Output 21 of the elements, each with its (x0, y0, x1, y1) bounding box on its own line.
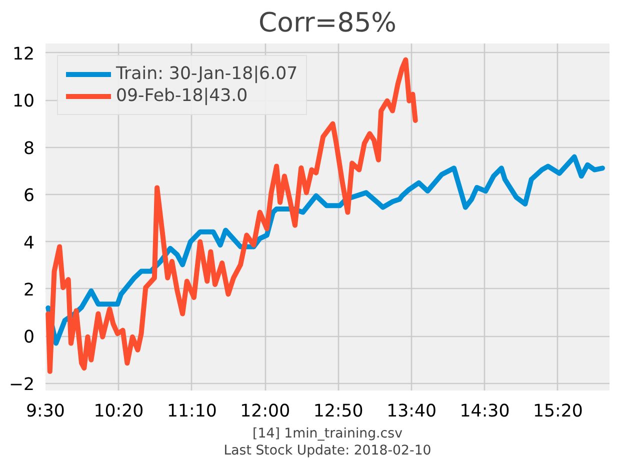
x-tick-label: 12:50 (313, 402, 364, 422)
text: [14] 1min_training.csv (252, 426, 403, 442)
x-tick-label: 13:40 (386, 402, 437, 422)
x-tick-label: 15:20 (532, 402, 583, 422)
y-tick-label: 4 (23, 233, 35, 254)
x-tick-label: 14:30 (460, 402, 510, 422)
y-tick-label: −2 (8, 374, 35, 395)
x-tick-label: 9:30 (26, 402, 65, 422)
x-tick-label: 12:00 (240, 402, 290, 422)
y-tick-label: 8 (23, 138, 35, 159)
legend-label: 09-Feb-18|43.0 (116, 86, 248, 106)
text: Last Stock Update: 2018-02-10 (224, 444, 432, 458)
y-tick-label: 6 (23, 186, 35, 206)
x-tick-label: 11:10 (166, 402, 217, 422)
y-tick-label: 2 (23, 280, 35, 300)
y-tick-label: 0 (23, 328, 35, 348)
legend-label: Train: 30-Jan-18|6.07 (116, 64, 298, 84)
chart-title: Corr=85% (258, 8, 396, 38)
y-tick-label: 10 (12, 92, 35, 112)
x-tick-label: 10:20 (94, 402, 144, 422)
y-tick-label: 12 (12, 44, 35, 64)
